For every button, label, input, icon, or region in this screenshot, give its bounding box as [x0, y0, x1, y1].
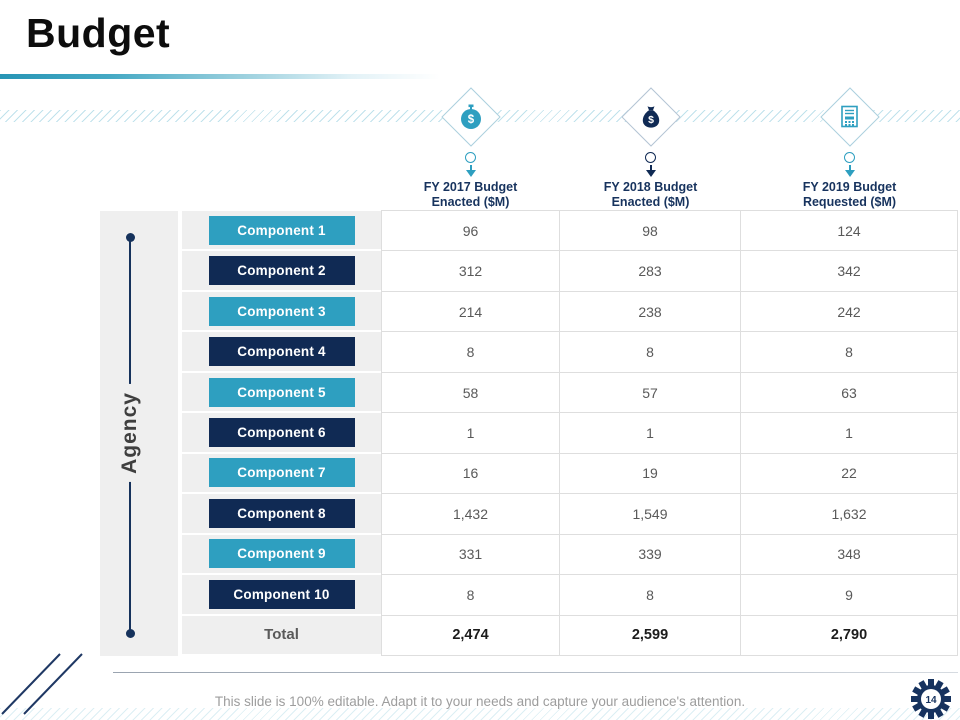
- down-arrow-icon: [465, 170, 476, 177]
- component-chip: Component 10: [208, 579, 355, 609]
- connector-circle: [844, 152, 855, 163]
- value-cell: 98: [560, 211, 741, 252]
- component-chip: Component 9: [208, 539, 355, 569]
- budget-table-grid: Component 1 96 98 124 Component 2 312 283 342 Co…: [182, 211, 958, 656]
- diamond-frame: [819, 87, 880, 147]
- footer-note: This slide is 100% editable. Adapt it to…: [214, 694, 746, 709]
- diamond-frame: $: [620, 87, 681, 147]
- value-cell: 348: [741, 534, 958, 576]
- connector-circle: [645, 152, 656, 163]
- page-number-gear-icon: 14: [911, 679, 951, 719]
- value-cell: 283: [560, 251, 741, 292]
- column-header-fy2018: $ FY 2018 Budget Enacted ($M): [560, 86, 741, 218]
- value-cell: 22: [741, 453, 958, 495]
- corner-diagonal-lines: [1, 653, 83, 715]
- value-cell: 1: [381, 413, 560, 454]
- component-chip: Component 5: [208, 377, 355, 407]
- value-cell: 339: [560, 534, 741, 576]
- value-cell: 1,632: [741, 494, 958, 535]
- column-header-fy2019: FY 2019 Budget Requested ($M): [741, 86, 958, 218]
- row-label-cell: Component 10: [182, 575, 381, 616]
- budget-report-calculator-icon: [837, 104, 863, 130]
- money-bag-icon: $: [638, 104, 664, 130]
- column-title: FY 2018 Budget Enacted ($M): [603, 180, 698, 209]
- total-value-cell: 2,790: [741, 615, 958, 656]
- bottom-hatch-band: [0, 708, 960, 720]
- down-arrow-icon: [844, 170, 855, 177]
- component-chip: Component 2: [208, 256, 355, 286]
- value-cell: 124: [741, 211, 958, 252]
- value-cell: 58: [381, 372, 560, 414]
- column-header-fy2017: $ FY 2017 Budget Enacted ($M): [381, 86, 560, 218]
- total-value-cell: 2,474: [381, 615, 560, 656]
- value-cell: 8: [560, 575, 741, 616]
- value-cell: 331: [381, 534, 560, 576]
- value-cell: 312: [381, 251, 560, 292]
- connector-stem: [469, 165, 472, 170]
- axis-dot-bottom: [125, 629, 135, 638]
- row-label-cell: Component 3: [182, 291, 381, 333]
- slide-title: Budget: [26, 10, 171, 56]
- value-cell: 214: [381, 291, 560, 333]
- value-cell: 8: [741, 332, 958, 373]
- title-underline: [0, 74, 440, 79]
- connector-circle: [465, 152, 476, 163]
- value-cell: 1: [741, 413, 958, 454]
- value-cell: 8: [560, 332, 741, 373]
- page-number: 14: [925, 695, 937, 706]
- down-arrow-icon: [645, 170, 656, 177]
- component-chip: Component 8: [208, 498, 355, 528]
- component-chip: Component 4: [208, 337, 355, 367]
- total-row-label: Total: [264, 626, 299, 644]
- value-cell: 242: [741, 291, 958, 333]
- axis-dot-top: [125, 233, 135, 242]
- svg-text:$: $: [467, 114, 474, 126]
- agency-axis-label: Agency: [108, 384, 152, 482]
- row-label-cell: Component 4: [182, 332, 381, 373]
- row-label-cell: Component 6: [182, 413, 381, 454]
- row-label-cell: Component 9: [182, 534, 381, 576]
- component-chip: Component 7: [208, 458, 355, 488]
- value-cell: 1: [560, 413, 741, 454]
- row-label-cell: Component 7: [182, 453, 381, 495]
- row-label-cell: Total: [182, 615, 381, 656]
- value-cell: 8: [381, 575, 560, 616]
- row-label-cell: Component 8: [182, 494, 381, 535]
- value-cell: 238: [560, 291, 741, 333]
- value-cell: 1,549: [560, 494, 741, 535]
- column-headers: $ FY 2017 Budget Enacted ($M) $: [381, 86, 958, 218]
- column-title: FY 2017 Budget Enacted ($M): [423, 180, 518, 209]
- footer-divider-line: [113, 672, 958, 673]
- stopwatch-dollar-icon: $: [458, 104, 484, 130]
- value-cell: 342: [741, 251, 958, 292]
- component-chip: Component 3: [208, 296, 355, 326]
- table-top-edge: [381, 210, 958, 211]
- connector-stem: [848, 165, 851, 170]
- row-label-cell: Component 5: [182, 372, 381, 414]
- value-cell: 63: [741, 372, 958, 414]
- row-label-cell: Component 1: [182, 211, 381, 252]
- column-title: FY 2019 Budget Requested ($M): [802, 180, 897, 209]
- svg-text:$: $: [648, 114, 654, 126]
- component-chip: Component 1: [208, 215, 355, 245]
- total-value-cell: 2,599: [560, 615, 741, 656]
- value-cell: 9: [741, 575, 958, 616]
- component-chip: Component 6: [208, 417, 355, 447]
- value-cell: 19: [560, 453, 741, 495]
- value-cell: 96: [381, 211, 560, 252]
- row-label-cell: Component 2: [182, 251, 381, 292]
- value-cell: 8: [381, 332, 560, 373]
- connector-stem: [649, 165, 652, 170]
- value-cell: 16: [381, 453, 560, 495]
- diamond-frame: $: [440, 87, 501, 147]
- value-cell: 1,432: [381, 494, 560, 535]
- value-cell: 57: [560, 372, 741, 414]
